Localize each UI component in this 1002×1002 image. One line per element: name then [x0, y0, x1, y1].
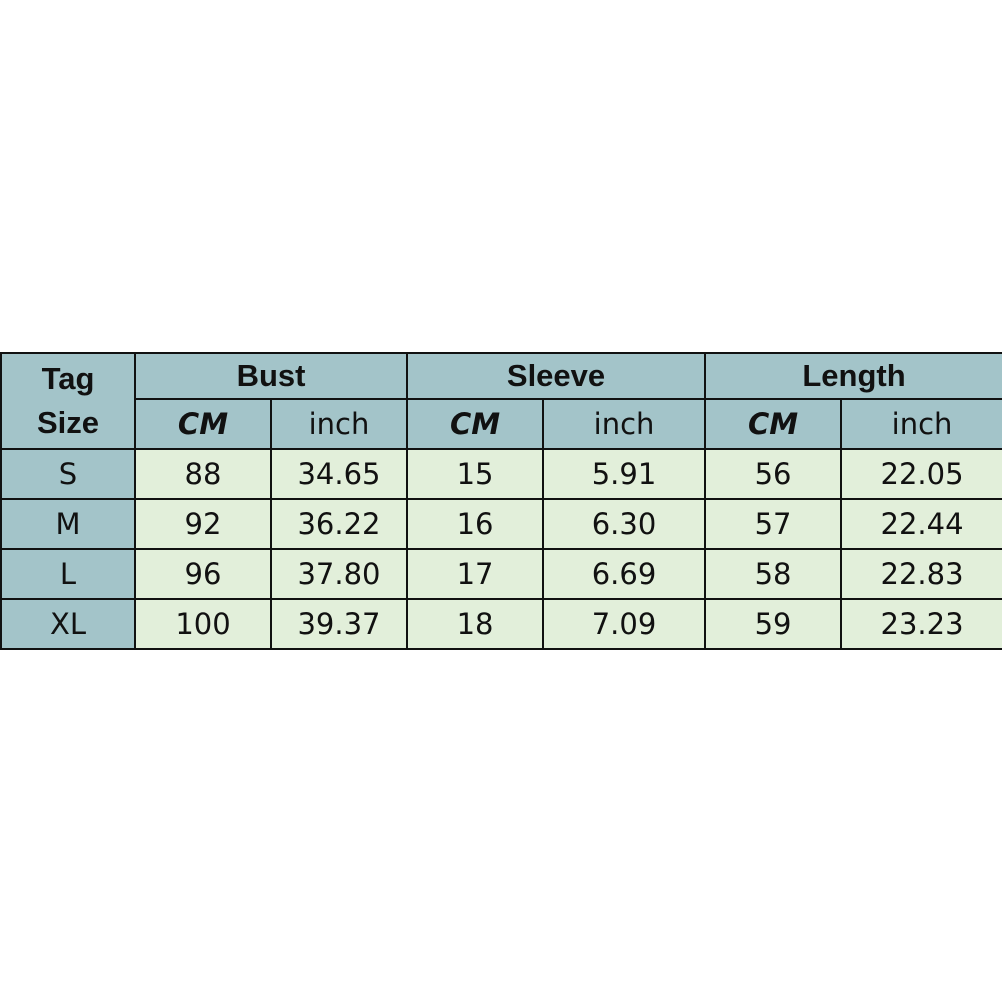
unit-header: inch	[542, 398, 707, 450]
value-cell: 92	[134, 498, 272, 550]
value-cell: 37.80	[269, 548, 409, 600]
tag-label: Tag	[41, 361, 95, 396]
header-group-row: Tag Size Bust Sleeve Length	[0, 352, 1002, 450]
table-row: XL 100 39.37 18 7.09 59 23.23	[0, 598, 1002, 650]
unit-header: CM	[406, 398, 545, 450]
size-cell: L	[0, 548, 136, 600]
value-cell: 22.83	[840, 548, 1002, 600]
value-cell: 17	[406, 548, 545, 600]
value-cell: 5.91	[542, 448, 707, 500]
value-cell: 6.30	[542, 498, 707, 550]
value-cell: 58	[704, 548, 843, 600]
value-cell: 96	[134, 548, 272, 600]
value-cell: 15	[406, 448, 545, 500]
value-cell: 22.44	[840, 498, 1002, 550]
value-cell: 18	[406, 598, 545, 650]
value-cell: 39.37	[269, 598, 409, 650]
size-label: Size	[36, 405, 100, 440]
size-cell: XL	[0, 598, 136, 650]
table-row: S 88 34.65 15 5.91 56 22.05	[0, 448, 1002, 500]
unit-header: inch	[269, 398, 409, 450]
value-cell: 34.65	[269, 448, 409, 500]
size-cell: S	[0, 448, 136, 500]
value-cell: 7.09	[542, 598, 707, 650]
size-cell: M	[0, 498, 136, 550]
unit-header: CM	[134, 398, 272, 450]
value-cell: 22.05	[840, 448, 1002, 500]
value-cell: 56	[704, 448, 843, 500]
value-cell: 16	[406, 498, 545, 550]
unit-header: inch	[840, 398, 1002, 450]
tag-size-header: Tag Size	[0, 352, 136, 450]
value-cell: 88	[134, 448, 272, 500]
value-cell: 23.23	[840, 598, 1002, 650]
value-cell: 59	[704, 598, 843, 650]
header-unit-row: CM inch CM inch CM inch	[1, 398, 1002, 450]
value-cell: 6.69	[542, 548, 707, 600]
table-row: L 96 37.80 17 6.69 58 22.83	[0, 548, 1002, 600]
value-cell: 57	[704, 498, 843, 550]
value-cell: 36.22	[269, 498, 409, 550]
unit-header: CM	[704, 398, 843, 450]
value-cell: 100	[134, 598, 272, 650]
length-header: Length	[704, 352, 1002, 400]
bust-header: Bust	[133, 352, 409, 400]
sleeve-header: Sleeve	[406, 352, 707, 400]
size-chart-table: Tag Size Bust Sleeve Length CM inch CM in…	[0, 352, 1002, 650]
table-row: M 92 36.22 16 6.30 57 22.44	[0, 498, 1002, 550]
